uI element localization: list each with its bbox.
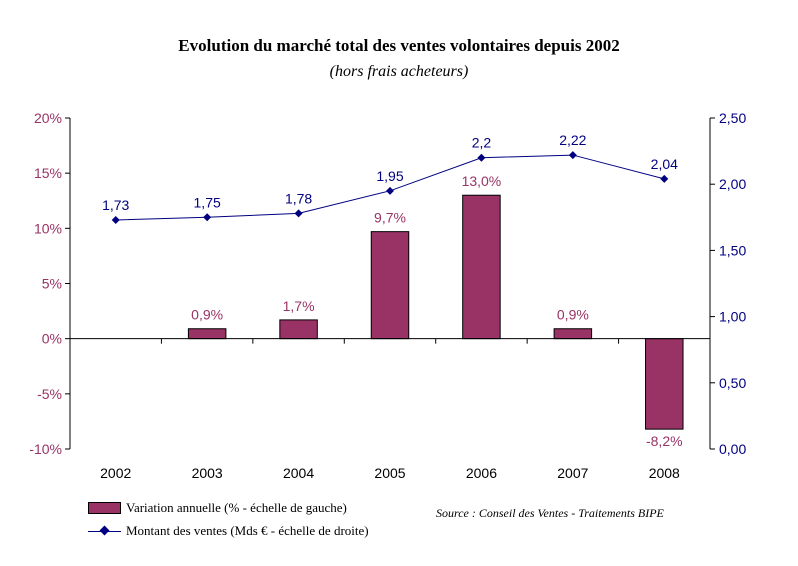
- x-axis-tick-label: 2003: [192, 465, 223, 481]
- line-data-label: 2,2: [472, 135, 492, 151]
- chart-title: Evolution du marché total des ventes vol…: [178, 36, 620, 55]
- bar-data-label: -8,2%: [646, 433, 683, 449]
- right-axis-tick-label: 0,50: [719, 375, 746, 391]
- bar: [187, 328, 227, 340]
- line-data-label: 2,04: [651, 156, 678, 172]
- line-point: [477, 153, 486, 162]
- right-axis-tick-label: 0,00: [719, 441, 746, 457]
- bar-data-label: 0,9%: [191, 307, 223, 323]
- bar: [462, 194, 501, 340]
- x-axis-tick-label: 2008: [649, 465, 680, 481]
- bar: [553, 328, 593, 340]
- left-axis-tick-label: 15%: [34, 165, 62, 181]
- line-data-label: 1,73: [102, 197, 129, 213]
- line-point: [660, 174, 669, 183]
- bar-data-label: 13,0%: [462, 173, 502, 189]
- bar-data-label: 1,7%: [283, 298, 315, 314]
- line-data-label: 1,78: [285, 190, 312, 206]
- right-axis-tick-label: 1,00: [719, 309, 746, 325]
- left-axis-tick-label: -5%: [37, 386, 62, 402]
- x-axis-tick-label: 2004: [283, 465, 314, 481]
- right-axis-tick-label: 1,50: [719, 242, 746, 258]
- x-axis-tick-label: 2007: [557, 465, 588, 481]
- line-point: [568, 151, 577, 160]
- chart-subtitle: (hors frais acheteurs): [329, 63, 469, 80]
- bar-data-label: 0,9%: [557, 307, 589, 323]
- legend-label-bars: Variation annuelle (% - échelle de gauch…: [126, 500, 347, 515]
- left-axis-tick-label: 0%: [42, 331, 62, 347]
- x-axis-tick-label: 2006: [466, 465, 497, 481]
- bar: [279, 319, 318, 340]
- line-point: [386, 186, 394, 195]
- line-data-label: 1,75: [194, 194, 221, 210]
- line-point: [294, 209, 303, 218]
- line-point: [111, 215, 120, 224]
- source-note: Source : Conseil des Ventes - Traitement…: [436, 506, 664, 520]
- left-axis-tick-label: 5%: [42, 276, 62, 292]
- bar: [370, 231, 410, 340]
- x-axis-tick-label: 2005: [374, 465, 405, 481]
- line-point: [203, 213, 212, 222]
- x-axis-tick-label: 2002: [100, 465, 131, 481]
- right-axis-tick-label: 2,00: [719, 176, 746, 192]
- legend-label-line: Montant des ventes (Mds € - échelle de d…: [126, 523, 369, 538]
- left-axis-tick-label: -10%: [29, 441, 62, 457]
- bar: [645, 338, 684, 430]
- legend-swatch-bar: [88, 502, 121, 514]
- line-data-label: 2,22: [559, 132, 586, 148]
- bar-data-label: 9,7%: [374, 210, 406, 226]
- right-axis-tick-label: 2,50: [719, 110, 746, 126]
- left-axis-tick-label: 10%: [34, 220, 62, 236]
- line-data-label: 1,95: [376, 168, 403, 184]
- left-axis-tick-label: 20%: [34, 110, 62, 126]
